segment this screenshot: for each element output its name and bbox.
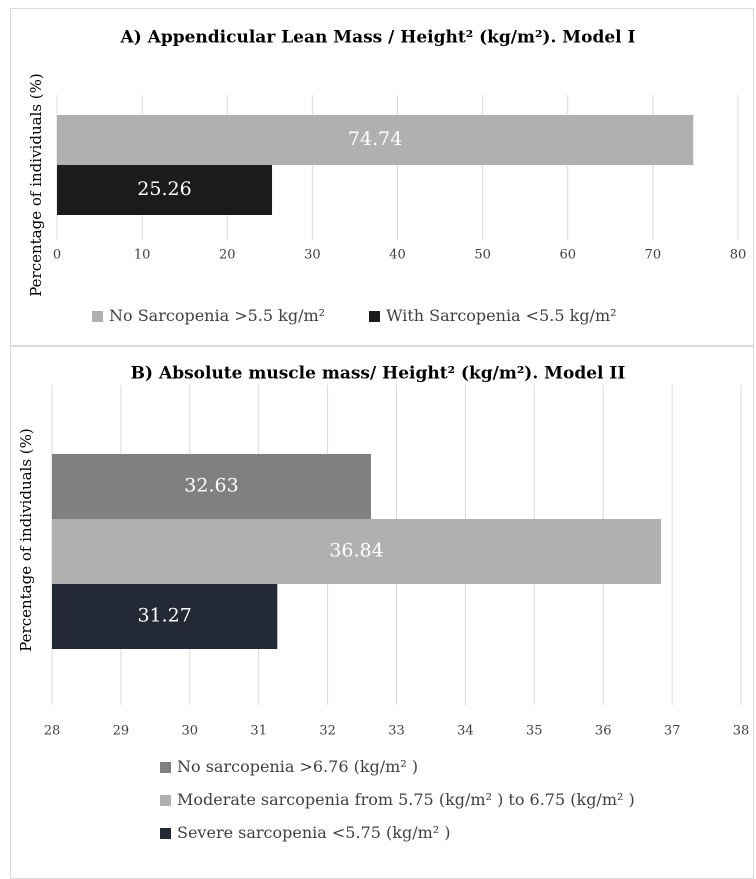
x-tick-label: 37 [664,724,681,739]
bar [57,165,273,215]
legend-item: No Sarcopenia >5.5 kg/m² [92,306,325,325]
x-tick-label: 80 [730,248,747,263]
data-label: 25.26 [137,178,191,200]
legend-swatch [160,762,171,773]
x-tick-label: 30 [304,248,321,263]
legend-item: No sarcopenia >6.76 (kg/m² ) [160,757,640,776]
x-tick-label: 35 [526,724,543,739]
x-tick-label: 0 [53,248,61,263]
legend-swatch [92,311,103,322]
x-tick-label: 38 [733,724,750,739]
legend-label: With Sarcopenia <5.5 kg/m² [386,306,617,325]
chart: A) Appendicular Lean Mass / Height² (kg/… [27,28,747,297]
chart-title: B) Absolute muscle mass/ Height² (kg/m²)… [131,364,626,384]
x-tick-label: 10 [134,248,151,263]
x-tick-label: 29 [113,724,130,739]
legend: No sarcopenia >6.76 (kg/m² ) Moderate sar… [160,757,640,842]
data-label: 32.63 [184,475,238,497]
y-axis-label: Percentage of individuals (%) [27,73,45,297]
y-axis-label: Percentage of individuals (%) [17,428,35,652]
x-tick-label: 60 [559,248,576,263]
legend-label: No sarcopenia >6.76 (kg/m² ) [177,757,419,776]
panel [10,8,754,346]
legend-item: With Sarcopenia <5.5 kg/m² [369,306,617,325]
bar [57,115,694,165]
legend-label: Moderate sarcopenia from 5.75 (kg/m² ) t… [177,790,635,809]
legend-swatch [160,828,171,839]
x-tick-label: 36 [595,724,612,739]
chart: B) Absolute muscle mass/ Height² (kg/m²)… [17,364,750,739]
x-tick-label: 34 [457,724,474,739]
x-tick-label: 32 [319,724,336,739]
x-tick-label: 31 [250,724,267,739]
x-tick-label: 33 [388,724,405,739]
legend-item: Moderate sarcopenia from 5.75 (kg/m² ) t… [160,790,640,809]
bar [52,454,372,519]
data-label: 31.27 [137,605,191,627]
x-tick-label: 28 [44,724,61,739]
legend-swatch [369,311,381,322]
legend-label: Severe sarcopenia <5.75 (kg/m² ) [177,823,451,842]
legend-item: Severe sarcopenia <5.75 (kg/m² ) [160,823,640,842]
x-tick-label: 50 [474,248,491,263]
legend: No Sarcopenia >5.5 kg/m² With Sarcopenia … [92,306,732,325]
data-label: 74.74 [348,128,402,150]
x-tick-label: 20 [219,248,236,263]
legend-swatch [160,795,171,806]
data-label: 36.84 [329,540,383,562]
x-tick-label: 70 [645,248,662,263]
bar [52,519,662,584]
chart-title: A) Appendicular Lean Mass / Height² (kg/… [120,28,636,48]
x-tick-label: 40 [389,248,406,263]
bar [52,584,278,649]
legend-label: No Sarcopenia >5.5 kg/m² [109,306,326,325]
x-tick-label: 30 [182,724,199,739]
